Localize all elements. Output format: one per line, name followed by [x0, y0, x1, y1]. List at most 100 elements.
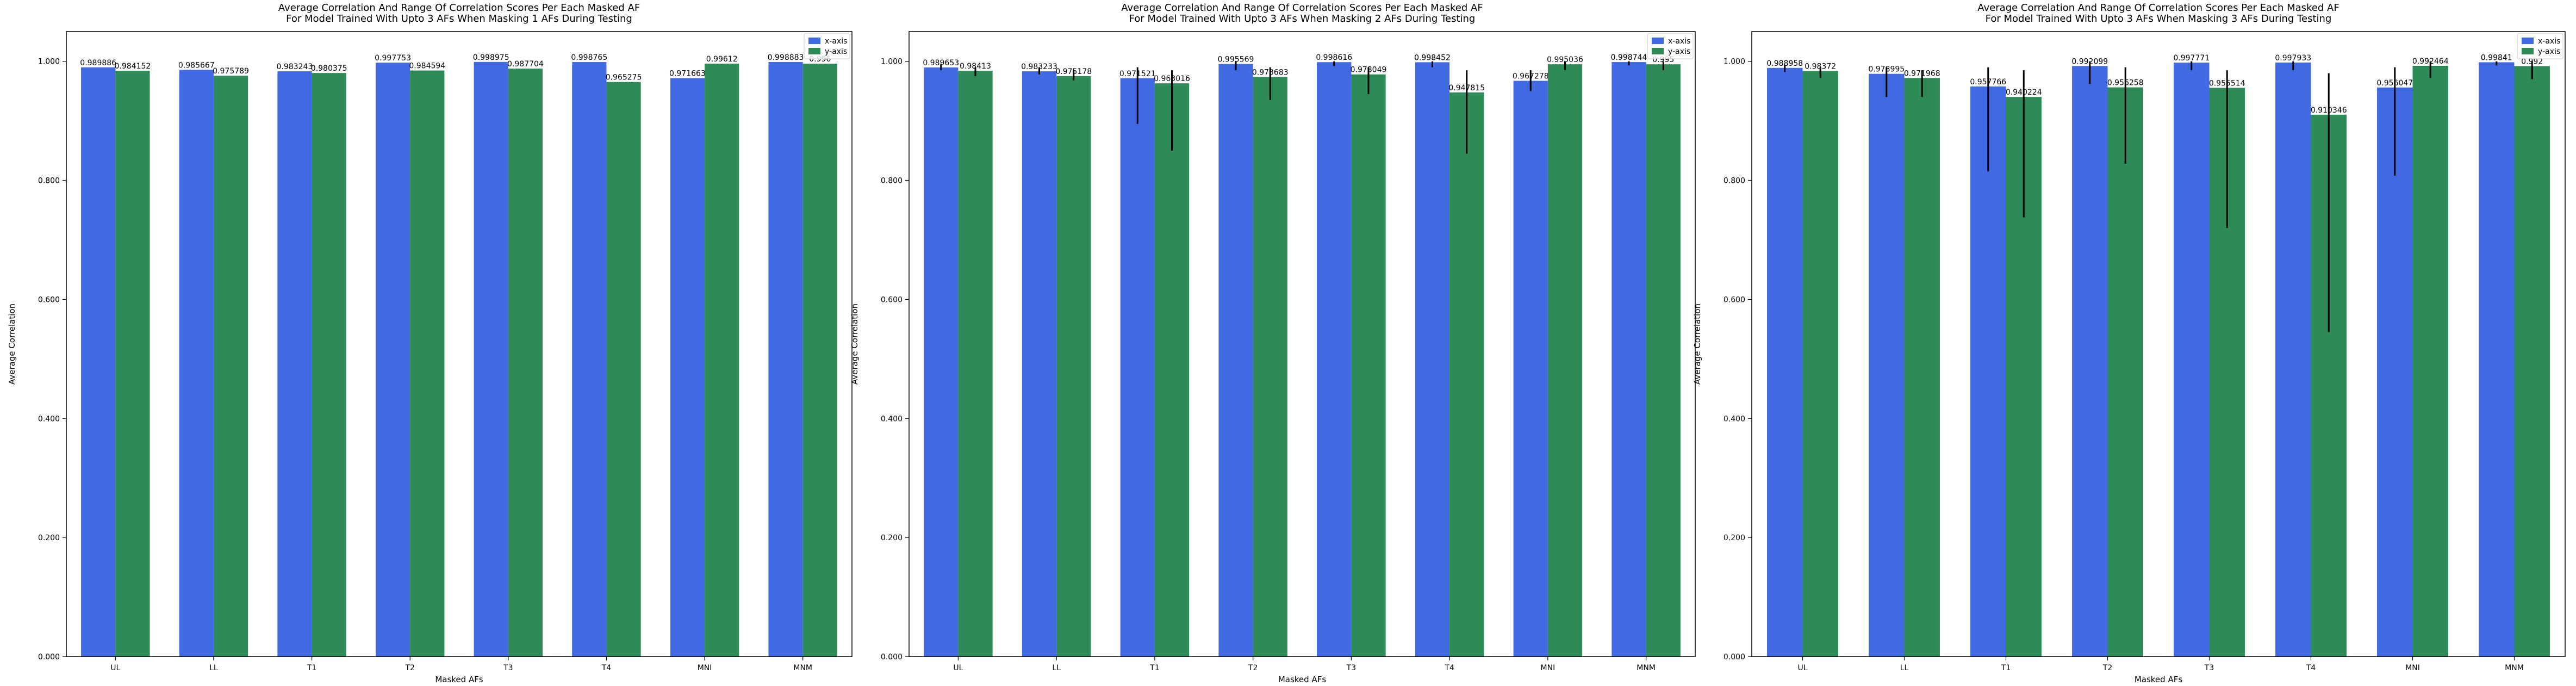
x-tick-label-t3: T3: [503, 664, 513, 672]
data-label-x-axis-t1: 0.957766: [1970, 78, 2006, 86]
chart-panel-1: Average Correlation And Range Of Correla…: [7, 2, 853, 684]
bar-x-axis-t2: [1218, 64, 1253, 657]
y-tick-label: 1.000: [881, 58, 903, 66]
data-label-y-axis-ul: 0.98372: [1805, 63, 1836, 71]
chart-panel-2: Average Correlation And Range Of Correla…: [850, 2, 1696, 684]
bar-x-axis-mnm: [768, 61, 803, 657]
chart-title: For Model Trained With Upto 3 AFs When M…: [1986, 13, 2332, 24]
legend-swatch-x-axis: [1652, 38, 1664, 44]
bar-y-axis-t4: [1449, 92, 1484, 657]
bar-x-axis-mni: [670, 78, 705, 657]
x-tick-label-mnm: MNM: [2505, 664, 2524, 672]
x-axis-label: Masked AFs: [1278, 675, 1327, 684]
bar-x-axis-t3: [474, 61, 508, 657]
x-tick-label-t3: T3: [2204, 664, 2214, 672]
legend-label-y-axis: y-axis: [2538, 47, 2560, 56]
data-label-x-axis-t4: 0.998765: [571, 53, 607, 62]
data-label-x-axis-t1: 0.971521: [1119, 70, 1156, 78]
plot-frame: [1751, 31, 2566, 657]
x-tick-label-t1: T1: [1149, 664, 1159, 672]
x-tick-label-t2: T2: [1248, 664, 1258, 672]
y-tick-label: 1.000: [1723, 58, 1745, 66]
data-label-y-axis-t4: 0.947815: [1448, 84, 1485, 92]
bar-x-axis-t3: [1317, 62, 1352, 657]
data-label-y-axis-t2: 0.973683: [1252, 69, 1289, 77]
y-tick-label: 0.200: [38, 534, 60, 542]
data-label-x-axis-ul: 0.988958: [1766, 59, 1803, 68]
data-label-x-axis-mnm: 0.998883: [768, 53, 804, 62]
bar-y-axis-ul: [958, 71, 993, 657]
bar-y-axis-t4: [606, 82, 641, 657]
data-label-x-axis-mnm: 0.99841: [2481, 53, 2512, 62]
x-tick-label-t3: T3: [1346, 664, 1356, 672]
x-tick-label-ll: LL: [209, 664, 218, 672]
x-tick-label-t4: T4: [601, 664, 612, 672]
data-label-y-axis-t3: 0.978049: [1351, 66, 1387, 75]
data-label-x-axis-t2: 0.995569: [1218, 55, 1254, 64]
data-label-x-axis-ll: 0.978995: [1868, 65, 1905, 74]
chart-title: Average Correlation And Range Of Correla…: [278, 2, 640, 14]
bar-y-axis-mni: [2412, 65, 2448, 657]
data-label-x-axis-ul: 0.989653: [923, 59, 959, 67]
bar-x-axis-t3: [2174, 63, 2210, 657]
bar-x-axis-t1: [277, 71, 312, 657]
data-label-x-axis-ll: 0.985667: [178, 61, 215, 70]
legend-swatch-y-axis: [1652, 48, 1664, 54]
bar-y-axis-mnm: [2514, 66, 2550, 657]
bar-y-axis-t1: [312, 73, 346, 657]
bar-y-axis-t1: [1154, 83, 1190, 657]
y-tick-label: 0.400: [881, 415, 903, 423]
x-tick-label-t4: T4: [2306, 664, 2316, 672]
y-axis-label: Average Correlation: [850, 304, 860, 385]
data-label-y-axis-mni: 0.99612: [706, 55, 738, 64]
bar-x-axis-mnm: [2479, 62, 2515, 657]
y-tick-label: 0.200: [881, 534, 903, 542]
data-label-y-axis-mnm: 0.992: [2521, 57, 2543, 66]
legend-label-x-axis: x-axis: [825, 37, 847, 46]
data-label-y-axis-t1: 0.980375: [311, 64, 347, 73]
data-label-x-axis-mni: 0.967278: [1513, 72, 1549, 81]
bar-y-axis-mnm: [1646, 64, 1681, 657]
bar-y-axis-t3: [1351, 74, 1386, 657]
data-label-y-axis-t4: 0.910346: [2311, 106, 2347, 115]
data-label-y-axis-t1: 0.963016: [1154, 75, 1190, 83]
data-label-x-axis-t4: 0.997933: [2275, 54, 2311, 63]
x-tick-label-ul: UL: [953, 664, 963, 672]
data-label-x-axis-t3: 0.997771: [2173, 54, 2210, 63]
x-tick-label-t1: T1: [2001, 664, 2011, 672]
y-axis-label: Average Correlation: [7, 304, 17, 385]
data-label-y-axis-mni: 0.992464: [2412, 57, 2449, 66]
data-label-x-axis-ul: 0.989886: [80, 59, 116, 67]
x-tick-label-ll: LL: [1052, 664, 1061, 672]
bar-x-axis-ll: [1869, 73, 1905, 657]
data-label-y-axis-ul: 0.98413: [960, 62, 991, 71]
bar-y-axis-ll: [1056, 76, 1091, 657]
data-label-x-axis-t1: 0.983243: [277, 63, 313, 71]
data-label-y-axis-ll: 0.975178: [1055, 67, 1092, 76]
chart-title: Average Correlation And Range Of Correla…: [1121, 2, 1483, 14]
data-label-x-axis-mni: 0.956047: [2376, 79, 2413, 88]
bar-x-axis-t1: [1120, 78, 1155, 657]
bar-y-axis-mni: [705, 63, 739, 657]
x-tick-label-t4: T4: [1444, 664, 1454, 672]
bar-x-axis-t2: [375, 63, 410, 657]
data-label-x-axis-ll: 0.983233: [1021, 63, 1057, 71]
bar-y-axis-ul: [1802, 71, 1838, 657]
data-label-y-axis-ul: 0.984152: [115, 62, 151, 71]
bar-x-axis-mni: [2377, 87, 2413, 657]
y-tick-label: 0.000: [38, 653, 60, 662]
legend-swatch-y-axis: [2522, 48, 2534, 54]
bar-y-axis-t3: [508, 69, 543, 657]
data-label-y-axis-t2: 0.956258: [2107, 79, 2144, 88]
legend-label-y-axis: y-axis: [1668, 47, 1690, 56]
bar-y-axis-ll: [1904, 78, 1940, 657]
data-label-x-axis-t2: 0.997753: [375, 54, 411, 63]
bar-y-axis-ul: [115, 71, 150, 657]
data-label-x-axis-t2: 0.992099: [2071, 57, 2108, 66]
y-tick-label: 0.600: [38, 295, 60, 304]
bar-y-axis-mni: [1547, 64, 1583, 657]
legend-swatch-y-axis: [808, 48, 820, 54]
